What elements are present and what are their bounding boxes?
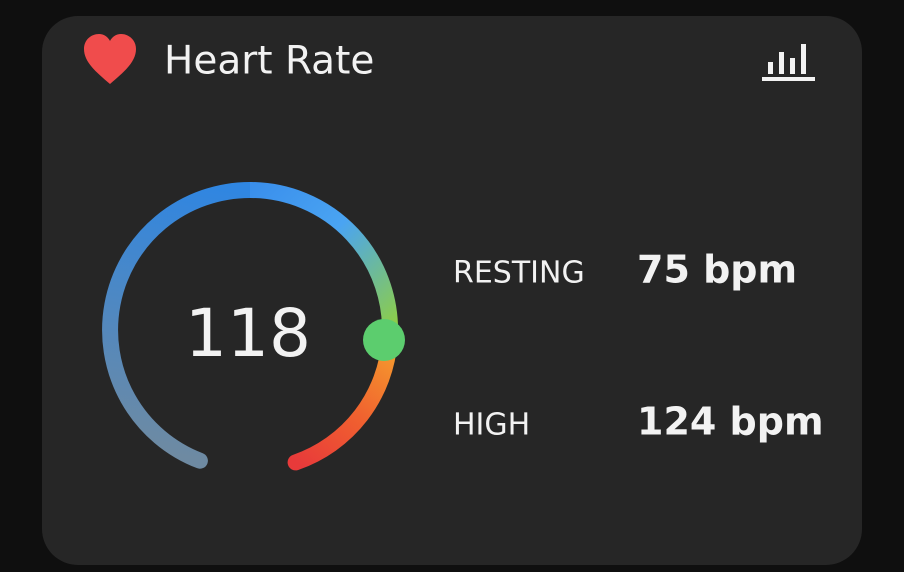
- card-title: Heart Rate: [164, 39, 374, 84]
- gauge-arc: [102, 182, 258, 469]
- card: [42, 16, 862, 565]
- heart-rate-value: 118: [185, 295, 311, 372]
- stat-value: 75 bpm: [637, 248, 797, 292]
- stat-label: RESTING: [453, 256, 585, 291]
- heart-icon: [84, 34, 136, 84]
- chart-icon[interactable]: [762, 44, 815, 81]
- stat-value: 124 bpm: [637, 400, 824, 444]
- gauge-marker: [363, 319, 405, 361]
- gauge-arc: [249, 182, 399, 341]
- stat-label: HIGH: [453, 408, 530, 443]
